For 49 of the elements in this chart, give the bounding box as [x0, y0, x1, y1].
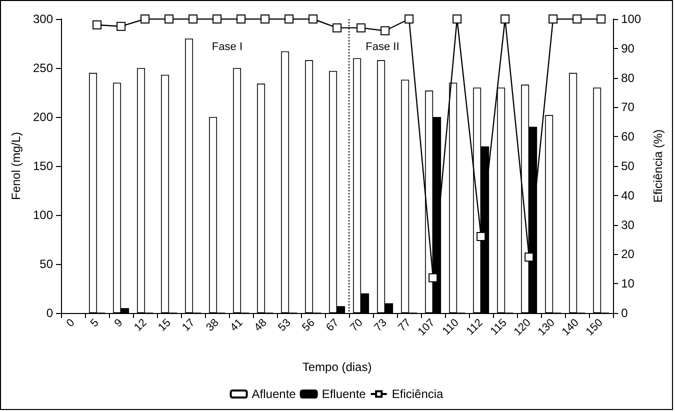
x-tick-label: 115 [488, 316, 510, 338]
x-tick-label: 70 [348, 316, 366, 334]
y-tick-label: 200 [32, 110, 54, 124]
y-tick-label: 0 [46, 306, 54, 320]
x-tick-label: 9 [112, 316, 126, 330]
y-tick-label: 50 [40, 257, 54, 271]
y2-tick-label: 80 [621, 70, 635, 85]
legend-label: Afluente [252, 387, 296, 401]
x-tick-label: 112 [464, 316, 486, 338]
x-tick-label: 120 [512, 316, 534, 338]
x-tick-label: 41 [228, 316, 246, 334]
y-tick-label: 100 [32, 208, 54, 222]
x-tick-label: 77 [396, 316, 414, 334]
x-tick-label: 38 [204, 316, 222, 334]
annotation: Fase I [212, 40, 243, 53]
y2-tick-label: 10 [621, 276, 635, 291]
x-tick-label: 5 [88, 316, 102, 330]
legend-label: Eficiência [392, 387, 444, 401]
x-tick-label: 150 [584, 316, 606, 338]
y2-tick-label: 100 [621, 12, 642, 26]
y2-axis-title: Eficiência (%) [651, 129, 665, 203]
x-tick-label: 110 [440, 316, 462, 338]
x-tick-label: 73 [372, 316, 390, 334]
x-tick-label: 140 [560, 316, 582, 338]
x-tick-label: 53 [276, 316, 294, 334]
y2-tick-label: 30 [621, 218, 635, 232]
y-tick-label: 150 [32, 159, 54, 173]
legend-label: Efluente [322, 387, 366, 401]
x-axis-title: Tempo (dias) [302, 360, 372, 374]
x-tick-label: 17 [180, 316, 198, 334]
x-tick-label: 130 [536, 316, 558, 338]
x-tick-label: 48 [252, 316, 270, 334]
x-tick-label: 0 [64, 316, 78, 330]
y2-tick-label: 70 [621, 100, 635, 114]
y2-tick-label: 60 [621, 130, 635, 144]
y-tick-label: 250 [32, 61, 54, 75]
x-tick-label: 15 [156, 316, 174, 334]
y-tick-label: 300 [32, 12, 54, 26]
x-tick-label: 12 [132, 316, 150, 334]
y-axis-title: Fenol (mg/L) [9, 132, 24, 200]
y2-tick-label: 40 [621, 188, 635, 202]
y2-tick-label: 20 [621, 247, 635, 262]
x-tick-label: 67 [324, 316, 342, 334]
x-tick-label: 107 [416, 316, 438, 338]
y2-tick-label: 90 [621, 41, 635, 56]
annotation: Fase II [366, 40, 400, 53]
y2-tick-label: 50 [621, 159, 635, 173]
y2-tick-label: 0 [621, 306, 628, 320]
x-tick-label: 56 [300, 316, 318, 334]
